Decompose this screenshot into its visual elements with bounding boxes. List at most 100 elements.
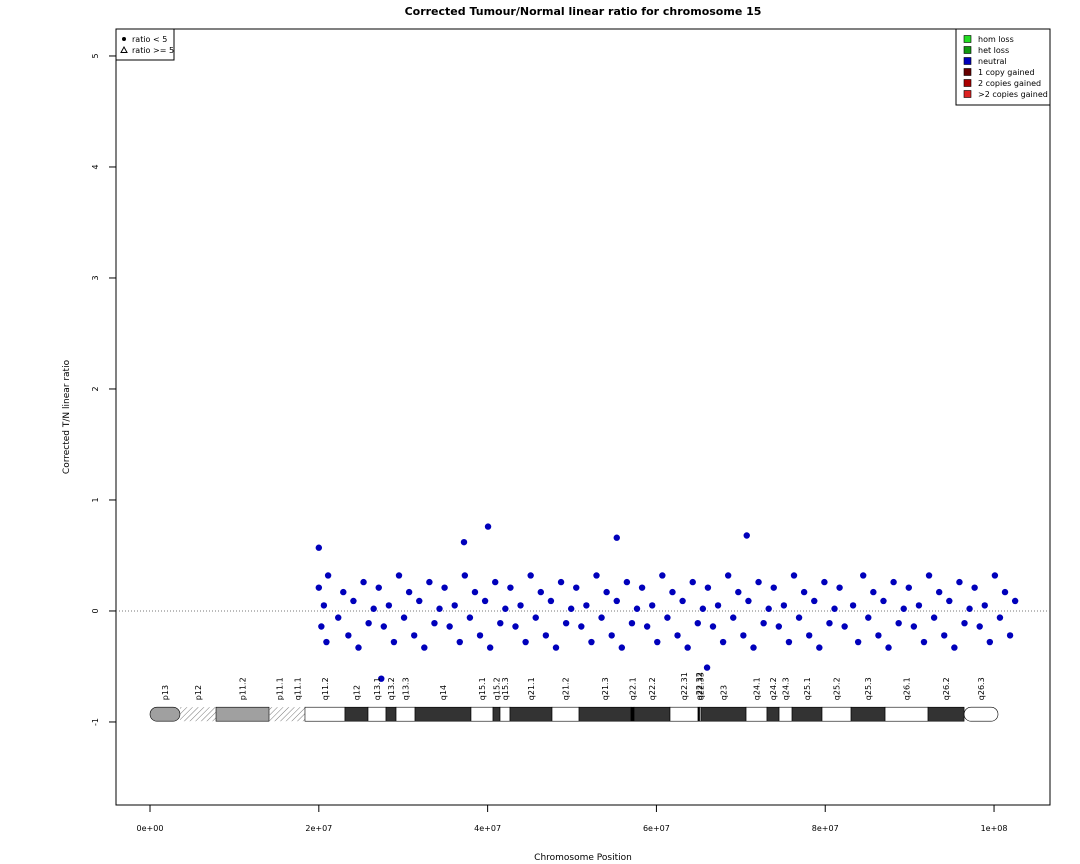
data-point [588, 638, 595, 646]
ideogram-band [509, 706, 553, 722]
band-label: q21.2 [562, 677, 571, 700]
ideogram-band [745, 706, 768, 722]
y-tick-label: 4 [91, 164, 100, 169]
data-point [315, 544, 323, 551]
data-point [365, 619, 372, 627]
data-point [831, 605, 838, 612]
legend-marker [120, 45, 128, 53]
data-point [755, 578, 762, 586]
data-point [770, 584, 777, 591]
data-point [821, 578, 828, 586]
band-label: q13.1 [373, 677, 382, 700]
legend-label: ratio < 5 [132, 35, 167, 44]
data-point [355, 644, 362, 651]
data-point [961, 619, 968, 627]
band-label: q15.3 [501, 677, 510, 700]
data-point [790, 572, 798, 579]
band-label: q22.32 [695, 672, 704, 700]
data-point [421, 644, 428, 651]
data-point [461, 572, 469, 579]
data-point [405, 588, 413, 596]
data-point [345, 632, 352, 639]
legend-label: ratio >= 5 [132, 46, 174, 55]
band-label: q11.1 [294, 677, 303, 700]
band-label: q14 [439, 685, 448, 700]
data-point [966, 605, 973, 612]
legend-label: >2 copies gained [978, 90, 1048, 99]
ideogram-band [821, 706, 852, 722]
data-point [507, 584, 514, 591]
data-point [593, 572, 600, 579]
data-point [880, 597, 887, 605]
data-point [557, 578, 565, 586]
band-label: q26.3 [977, 677, 986, 700]
data-point [743, 532, 750, 539]
data-point [805, 632, 813, 639]
band-label: q15.1 [478, 677, 487, 700]
data-point [935, 588, 943, 596]
ideogram-band [344, 706, 369, 722]
data-point [895, 619, 902, 627]
ideogram-band [269, 707, 291, 722]
legend-label: het loss [978, 46, 1009, 55]
data-point [522, 638, 529, 646]
ideogram-band [766, 706, 780, 722]
ideogram-band [927, 706, 965, 722]
ideogram-band [778, 706, 793, 722]
data-point [512, 623, 519, 630]
data-point [920, 638, 928, 646]
legend-marker [122, 37, 126, 41]
band-label: q24.1 [753, 677, 762, 700]
legend-swatch [963, 90, 972, 98]
ideogram-band [633, 706, 671, 722]
data-point [532, 614, 539, 621]
x-tick-label: 6e+07 [643, 824, 670, 833]
data-point [573, 584, 580, 591]
x-tick-label: 4e+07 [474, 824, 501, 833]
data-point [684, 644, 691, 651]
ideogram-band [492, 706, 501, 722]
data-point [946, 597, 953, 605]
data-point [486, 644, 494, 651]
y-tick-label: 2 [91, 386, 100, 391]
data-point [400, 614, 408, 621]
x-tick-label: 8e+07 [812, 824, 839, 833]
data-point [836, 584, 843, 591]
data-point [416, 597, 423, 605]
x-axis-label: Chromosome Position [534, 853, 632, 863]
data-point [730, 614, 737, 621]
data-point [492, 578, 499, 586]
x-tick-label: 0e+00 [137, 824, 164, 833]
band-label: p13 [161, 685, 170, 700]
data-point [679, 597, 686, 605]
data-point [446, 623, 453, 630]
band-label: q13.2 [387, 677, 396, 700]
data-point [925, 572, 933, 579]
data-point [669, 588, 676, 596]
data-point [930, 614, 938, 621]
legend-swatch [963, 35, 972, 43]
data-point [431, 619, 438, 627]
data-point [466, 614, 474, 621]
data-point [689, 578, 696, 586]
data-point [986, 638, 994, 646]
data-point [484, 523, 492, 530]
data-point [340, 588, 347, 596]
data-point [562, 619, 570, 627]
data-point [613, 534, 620, 541]
data-point [976, 623, 983, 630]
band-label: p11.1 [276, 677, 285, 700]
x-tick-label: 1e+08 [981, 824, 1008, 833]
y-tick-label: 1 [91, 497, 100, 502]
data-point [719, 638, 727, 646]
ideogram-band [963, 706, 999, 722]
data-point [780, 602, 788, 609]
ideogram-band [551, 706, 580, 722]
data-point [410, 632, 418, 639]
data-point [941, 632, 948, 639]
y-tick-label: 3 [91, 275, 100, 280]
ideogram-band [499, 706, 511, 722]
ideogram-band [179, 707, 217, 722]
data-point [603, 588, 610, 596]
legend-swatch [963, 46, 972, 54]
